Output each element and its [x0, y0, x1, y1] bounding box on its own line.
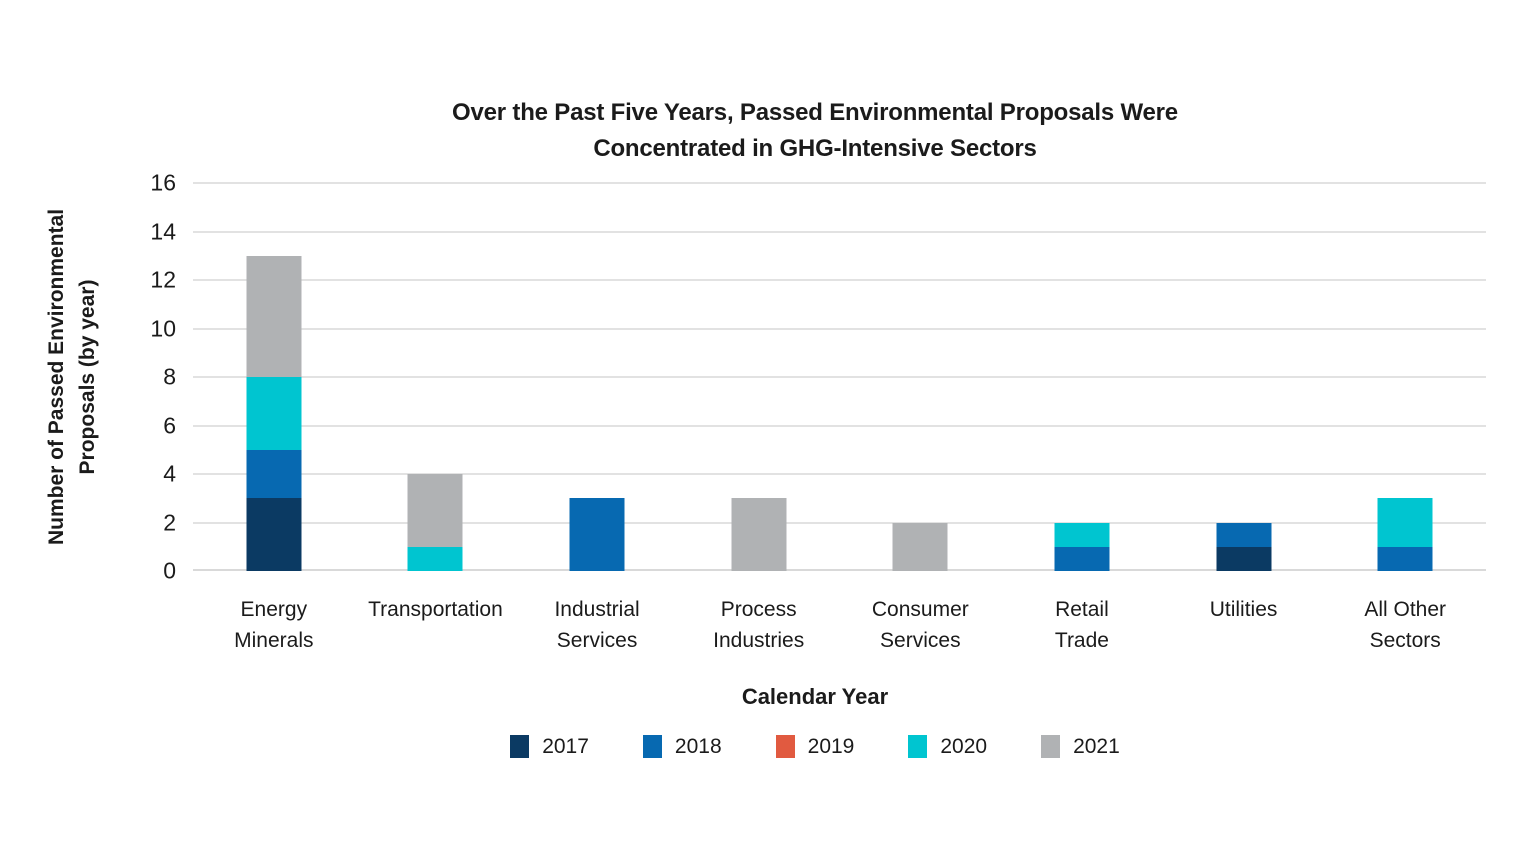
- bar-segment-energy-minerals-2018: [246, 449, 302, 499]
- gridline-y-14: [193, 230, 1486, 233]
- x-label-consumer-services: Consumer Services: [871, 598, 969, 652]
- legend-swatch-icon: [775, 735, 795, 758]
- legend-label: 2019: [807, 735, 855, 758]
- legend-label: 2017: [542, 735, 589, 758]
- gridline-y-6: [193, 424, 1486, 427]
- legend-label: 2021: [1073, 735, 1120, 758]
- x-label-transportation: Transportation: [368, 598, 503, 621]
- y-tick-label-0: 0: [163, 557, 176, 584]
- legend-label: 2020: [940, 735, 988, 758]
- legend-label: 2018: [674, 735, 722, 758]
- bar-segment-consumer-services-2021: [892, 522, 948, 571]
- legend-item-2019: 2019: [775, 734, 855, 759]
- x-axis-baseline: [193, 569, 1486, 571]
- bar-consumer-services: [892, 183, 948, 571]
- gridline-y-12: [193, 279, 1486, 281]
- bar-process-industries: [731, 183, 787, 571]
- bar-segment-utilities-2017: [1216, 546, 1272, 571]
- plot-area: [193, 182, 1486, 571]
- legend-swatch-icon: [510, 735, 530, 758]
- y-tick-label-6: 6: [163, 412, 176, 438]
- bar-segment-energy-minerals-2021: [246, 255, 302, 377]
- gridline-y-2: [193, 521, 1486, 524]
- y-tick-label-2: 2: [163, 509, 176, 535]
- gridline-y-16: [193, 182, 1486, 184]
- x-label-process-industries: Process Industries: [713, 598, 805, 652]
- chart-title-line-2: Concentrated in GHG-Intensive Sectors: [593, 135, 1037, 162]
- bar-segment-all-other-sectors-2020: [1377, 498, 1433, 547]
- x-axis-title: Calendar Year: [741, 684, 889, 709]
- bar-transportation: [407, 183, 463, 571]
- legend: 2017 2018 2019 2020 2021: [102, 734, 1528, 759]
- legend-item-2020: 2020: [908, 734, 987, 759]
- legend-item-2017: 2017: [510, 734, 589, 759]
- y-tick-label-4: 4: [163, 460, 176, 487]
- x-label-all-other-sectors: All Other Sectors: [1364, 598, 1447, 652]
- chart-title: Over the Past Five Years, Passed Environ…: [102, 95, 1528, 167]
- y-tick-label-16: 16: [150, 169, 176, 196]
- legend-swatch-icon: [642, 735, 662, 758]
- legend-item-2021: 2021: [1041, 734, 1120, 759]
- y-tick-label-12: 12: [150, 266, 176, 293]
- bar-segment-transportation-2021: [407, 474, 463, 547]
- x-label-utilities: Utilities: [1209, 598, 1278, 621]
- bar-retail-trade: [1054, 183, 1110, 571]
- bar-all-other-sectors: [1377, 183, 1433, 571]
- bar-segment-retail-trade-2020: [1054, 522, 1110, 547]
- chart-title-line-1: Over the Past Five Years, Passed Environ…: [452, 99, 1178, 126]
- y-tick-label-8: 8: [163, 363, 176, 390]
- bar-segment-transportation-2020: [407, 546, 463, 571]
- legend-swatch-icon: [908, 735, 928, 758]
- gridline-y-4: [193, 473, 1486, 475]
- bar-segment-energy-minerals-2017: [246, 498, 302, 571]
- bar-industrial-services: [569, 183, 625, 571]
- legend-item-2018: 2018: [642, 734, 722, 759]
- y-tick-label-10: 10: [150, 315, 176, 341]
- bar-segment-industrial-services-2018: [569, 498, 625, 571]
- bar-segment-utilities-2018: [1216, 522, 1272, 547]
- bar-energy-minerals: [246, 183, 302, 571]
- bar-segment-process-industries-2021: [731, 498, 787, 571]
- x-label-industrial-services: Industrial Services: [554, 598, 640, 652]
- legend-swatch-icon: [1041, 735, 1061, 758]
- bar-segment-energy-minerals-2020: [246, 377, 302, 450]
- x-label-energy-minerals: Energy Minerals: [234, 598, 314, 652]
- x-axis-category-labels: Energy Minerals Transportation Industrial Se…: [193, 594, 1486, 656]
- bar-segment-retail-trade-2018: [1054, 546, 1110, 571]
- gridline-y-10: [193, 327, 1486, 330]
- y-tick-label-14: 14: [150, 218, 176, 244]
- bar-segment-all-other-sectors-2018: [1377, 546, 1433, 571]
- y-axis-tick-labels: 0 2 4 6 8 10 12 14 16: [0, 171, 176, 582]
- x-label-retail-trade: Retail Trade: [1054, 598, 1109, 652]
- gridline-y-8: [193, 376, 1486, 378]
- bar-utilities: [1216, 183, 1272, 571]
